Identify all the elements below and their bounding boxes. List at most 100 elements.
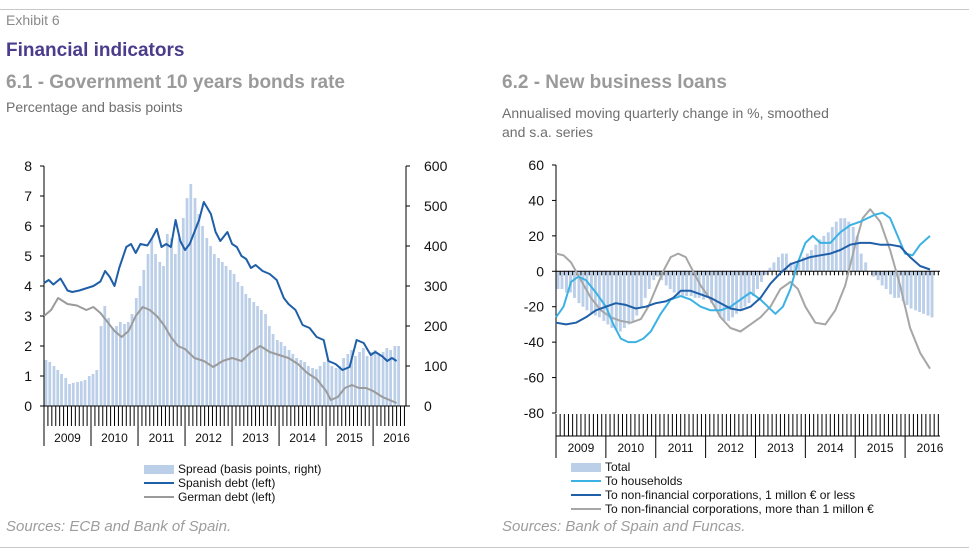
chart-2-total-bar: [889, 271, 893, 295]
chart-1-spread-bar: [115, 326, 118, 406]
legend-swatch-german: [144, 496, 174, 498]
chart-2-nfc-large-line: [555, 208, 931, 370]
chart-2-total-bar: [647, 271, 651, 289]
chart-1-spread-bar: [146, 254, 150, 406]
chart-1-left-tick-label: 7: [24, 188, 32, 204]
chart-2-total-bar: [784, 253, 788, 272]
chart-2-total-bar: [706, 271, 710, 298]
chart-2-year-label: 2014: [817, 441, 844, 455]
chart-1-left-tick-label: 2: [24, 338, 32, 354]
chart-2-total-bar: [589, 271, 593, 314]
exhibit-label: Exhibit 6: [6, 12, 60, 28]
chart-1-spread-bar: [275, 340, 279, 406]
chart-1-spread-bar: [295, 358, 298, 406]
chart-2-subtitle-line-1: Annualised moving quarterly change in %,…: [502, 105, 829, 121]
chart-2-total-bar: [872, 271, 876, 277]
chart-1-spread-bar: [365, 356, 369, 406]
legend-label-total: Total: [605, 460, 631, 474]
chart-2-year-label: 2011: [668, 441, 694, 455]
chart-2-total-bar: [710, 271, 714, 304]
legend-item-nfc-large: To non-financial corporations, more than…: [571, 502, 874, 516]
legend-label-nfc-small: To non-financial corporations, 1 millon …: [605, 488, 856, 502]
chart-1-spread-bar: [123, 324, 126, 406]
chart-1-spread-bar: [326, 360, 330, 406]
legend-swatch-total: [571, 462, 601, 472]
chart-2-total-bar: [677, 271, 681, 297]
chart-1-spread-bar: [177, 238, 181, 406]
chart-1-spread-bar: [377, 354, 381, 406]
legend-item-german: German debt (left): [144, 490, 321, 504]
chart-2-total-bar: [780, 253, 784, 272]
chart-1-spread-bar: [205, 238, 209, 406]
chart-2-total-bar: [909, 271, 913, 309]
chart-2-total-bar: [805, 253, 809, 272]
chart-2-total-bar: [722, 271, 726, 321]
chart-2-total-bar: [747, 271, 751, 304]
chart-2-total-bar: [905, 271, 909, 305]
chart-2-total-bar: [843, 218, 847, 272]
chart-1-spread-bar: [264, 314, 267, 406]
chart-2-households-line: [555, 211, 931, 344]
chart-1-source: Sources: ECB and Bank of Spain.: [6, 518, 232, 535]
chart-1-spanish-line: [43, 201, 398, 371]
chart-2-total-bar: [801, 257, 805, 272]
chart-2-year-label: 2012: [717, 441, 744, 455]
chart-1-spread-bar: [44, 360, 48, 406]
chart-2-total-bar: [581, 271, 585, 307]
chart-1-spread-bar: [76, 382, 79, 406]
chart-1-spread-bar: [79, 381, 83, 406]
legend-item-nfc-small: To non-financial corporations, 1 millon …: [571, 488, 874, 502]
chart-1-spread-bar: [68, 384, 71, 406]
legend-item-spanish: Spanish debt (left): [144, 476, 321, 490]
chart-2-y-tick-label: -80: [524, 405, 544, 421]
chart-1-spread-bar: [150, 238, 154, 406]
chart-2-total-bar: [859, 253, 863, 272]
chart-2-total-bar: [926, 271, 930, 316]
legend-item-total: Total: [571, 460, 874, 474]
chart-1-spread-bar: [283, 346, 287, 406]
chart-2-subtitle-line-2: and s.a. series: [502, 124, 594, 140]
chart-1-year-label: 2014: [289, 431, 316, 445]
chart-1-right-tick-label: 400: [424, 238, 448, 254]
chart-2-total-bar: [643, 271, 647, 298]
chart-1-spread-bar: [71, 382, 75, 406]
chart-2-year-label: 2015: [867, 441, 894, 455]
chart-1-spread-bar: [48, 362, 52, 406]
chart-2-title: 6.2 - New business loans: [502, 72, 727, 93]
chart-1-right-tick-label: 500: [424, 198, 448, 214]
chart-1-left-tick-label: 0: [24, 398, 32, 414]
chart-2-total-bar: [855, 235, 859, 272]
chart-1-spread-bar: [87, 376, 91, 406]
exhibit-title: Financial indicators: [6, 40, 185, 61]
chart-2-total-bar: [672, 271, 676, 293]
chart-1-spread-bar: [271, 334, 275, 406]
chart-1-spread-bar: [142, 270, 146, 406]
chart-2-year-label: 2009: [568, 441, 595, 455]
chart-2-total-bar: [702, 271, 706, 300]
chart-1-spread-bar: [240, 286, 244, 406]
chart-1-spread-bar: [334, 368, 338, 406]
chart-1-right-tick-label: 200: [424, 318, 448, 334]
chart-1-spread-bar: [209, 246, 212, 406]
chart-1-year-label: 2012: [195, 431, 222, 445]
chart-2-total-bar: [693, 271, 697, 298]
chart-1-spread-bar: [185, 198, 189, 406]
chart-1-spread-bar: [322, 362, 326, 406]
chart-2-y-tick-label: 20: [528, 228, 544, 244]
chart-2-total-bar: [739, 271, 743, 311]
chart-2-total-bar: [577, 271, 581, 304]
chart-1-spread-bar: [306, 366, 310, 406]
chart-1-spread-bar: [373, 350, 377, 406]
chart-2-total-bar: [884, 271, 888, 289]
chart-1-spread-bar: [118, 322, 122, 406]
legend-swatch-nfc-large: [571, 508, 601, 510]
chart-2-total-bar: [635, 271, 639, 316]
chart-1-spread-bar: [95, 370, 99, 406]
chart-2-total-bar: [573, 271, 576, 298]
chart-2-total-bar: [565, 271, 568, 293]
chart-1-spread-bar: [385, 348, 389, 406]
chart-1-title: 6.1 - Government 10 years bonds rate: [6, 72, 345, 93]
chart-1-spread-bar: [299, 360, 303, 406]
chart-2-total-bar: [809, 250, 813, 272]
chart-1-legend: Spread (basis points, right) Spanish deb…: [144, 462, 321, 504]
